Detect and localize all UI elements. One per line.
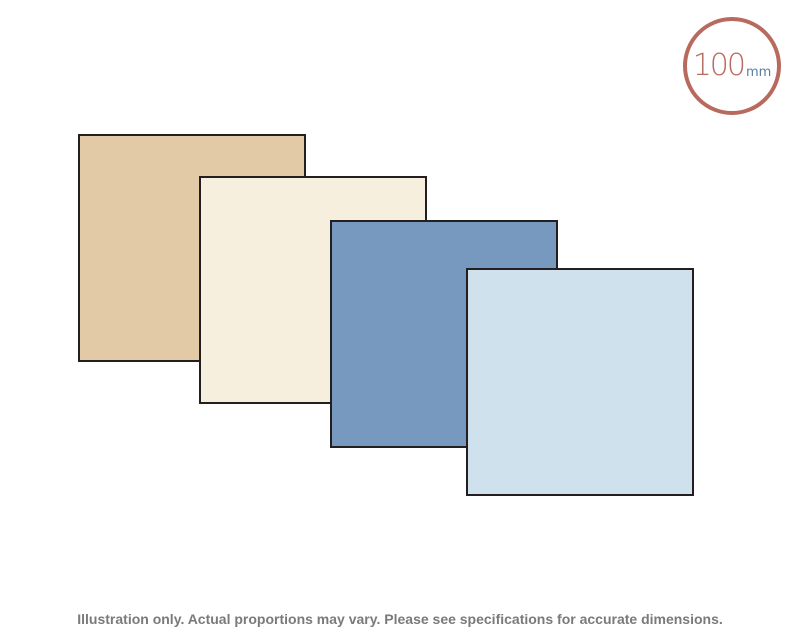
disclaimer-text: Illustration only. Actual proportions ma… (77, 611, 723, 627)
color-swatch-pale-blue (466, 268, 694, 496)
size-value: 100 (692, 48, 746, 83)
size-badge: 100 mm (683, 17, 781, 115)
size-unit: mm (745, 64, 772, 80)
